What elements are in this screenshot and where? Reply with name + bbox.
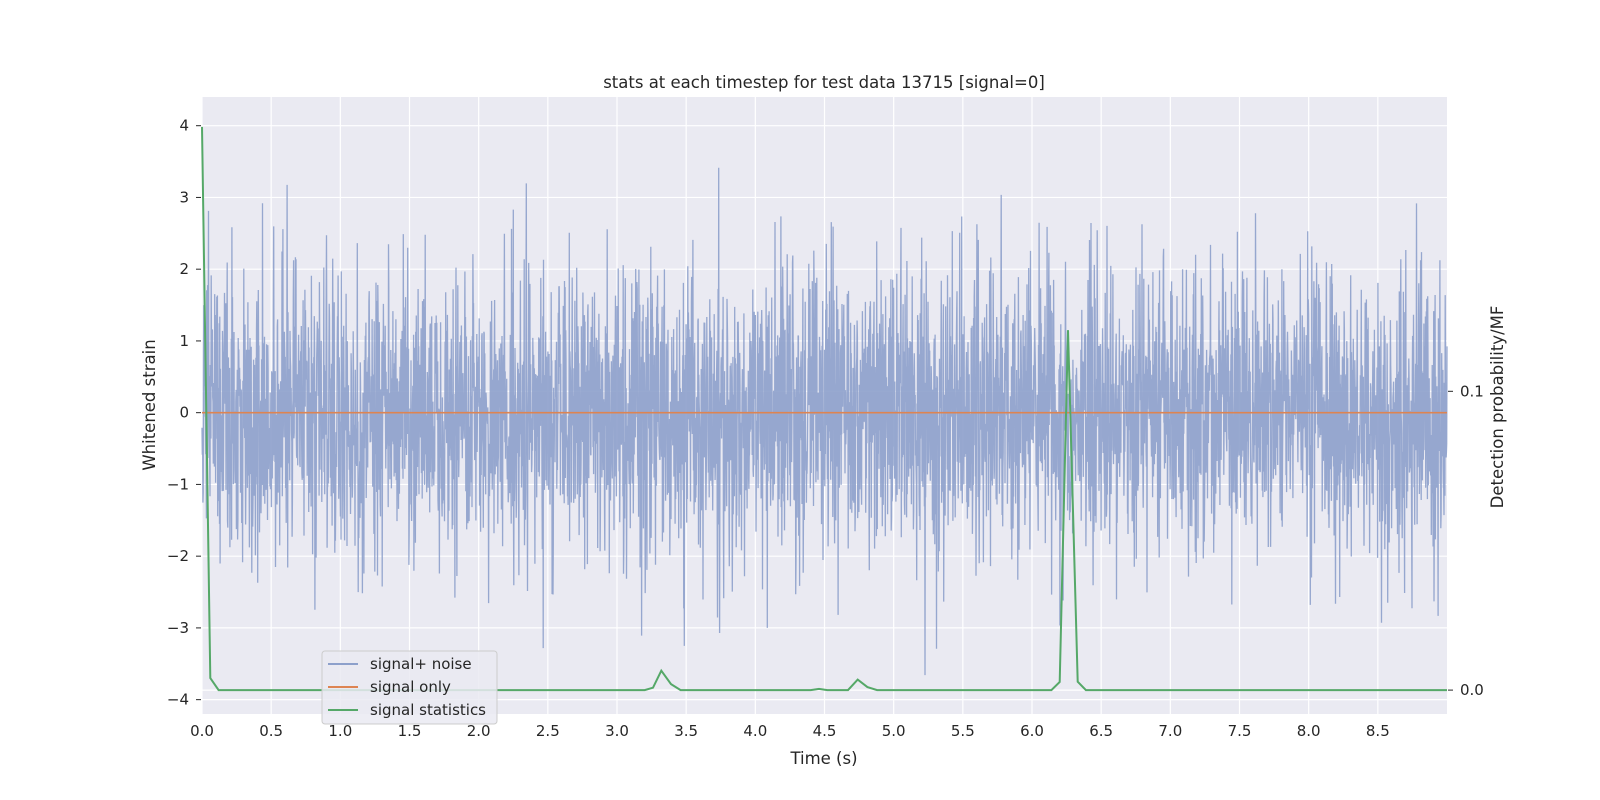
x-tick-label: 4.5	[813, 722, 837, 740]
y2-axis-label: Detection probability/MF	[1488, 306, 1507, 509]
legend-entry: signal statistics	[370, 701, 486, 719]
y-tick-label: 0	[179, 404, 189, 422]
x-tick-label: 1.5	[398, 722, 422, 740]
x-tick-label: 1.0	[328, 722, 352, 740]
y-tick-label: 4	[179, 117, 189, 135]
y2-tick-label: 0.1	[1460, 382, 1484, 400]
x-tick-label: 0.5	[259, 722, 283, 740]
legend: signal+ noise signal only signal statistic…	[321, 650, 498, 725]
legend-entry: signal+ noise	[370, 655, 472, 673]
y-tick-label: −1	[167, 475, 189, 493]
x-tick-label: 2.0	[467, 722, 491, 740]
y-tick-label: 2	[179, 260, 189, 278]
y-tick-label: −3	[167, 619, 189, 637]
y-tick-label: −4	[167, 691, 189, 709]
series-signal-noise-line	[201, 167, 1448, 676]
y-tick-label: 1	[179, 332, 189, 350]
x-tick-label: 3.5	[674, 722, 698, 740]
legend-entry: signal only	[370, 678, 451, 696]
legend-box	[321, 650, 498, 725]
x-tick-label: 7.5	[1228, 722, 1252, 740]
x-tick-label: 7.0	[1158, 722, 1182, 740]
x-tick-label: 5.0	[882, 722, 906, 740]
y-tick-label: 3	[179, 188, 189, 206]
ticks: 0.0 0.5 1.0 1.5 2.0 2.5 3.0 3.5 4.0 4.5 5.0 5.5 6.0 6…	[167, 117, 1484, 740]
y-axis-label: Whitened strain	[140, 339, 159, 470]
x-tick-label: 8.5	[1366, 722, 1390, 740]
y-tick-label: −2	[167, 547, 189, 565]
x-tick-label: 8.0	[1297, 722, 1321, 740]
x-tick-label: 6.5	[1089, 722, 1113, 740]
x-axis-label: Time (s)	[789, 749, 857, 768]
x-tick-label: 4.0	[743, 722, 767, 740]
x-tick-label: 0.0	[190, 722, 214, 740]
x-tick-label: 2.5	[536, 722, 560, 740]
series-layer	[201, 126, 1448, 692]
y2-tick-label: 0.0	[1460, 681, 1484, 699]
series-signal-statistics-line	[201, 126, 1447, 692]
x-tick-label: 6.0	[1020, 722, 1044, 740]
x-tick-label: 3.0	[605, 722, 629, 740]
x-tick-label: 5.5	[951, 722, 975, 740]
chart-title: stats at each timestep for test data 137…	[603, 73, 1045, 92]
